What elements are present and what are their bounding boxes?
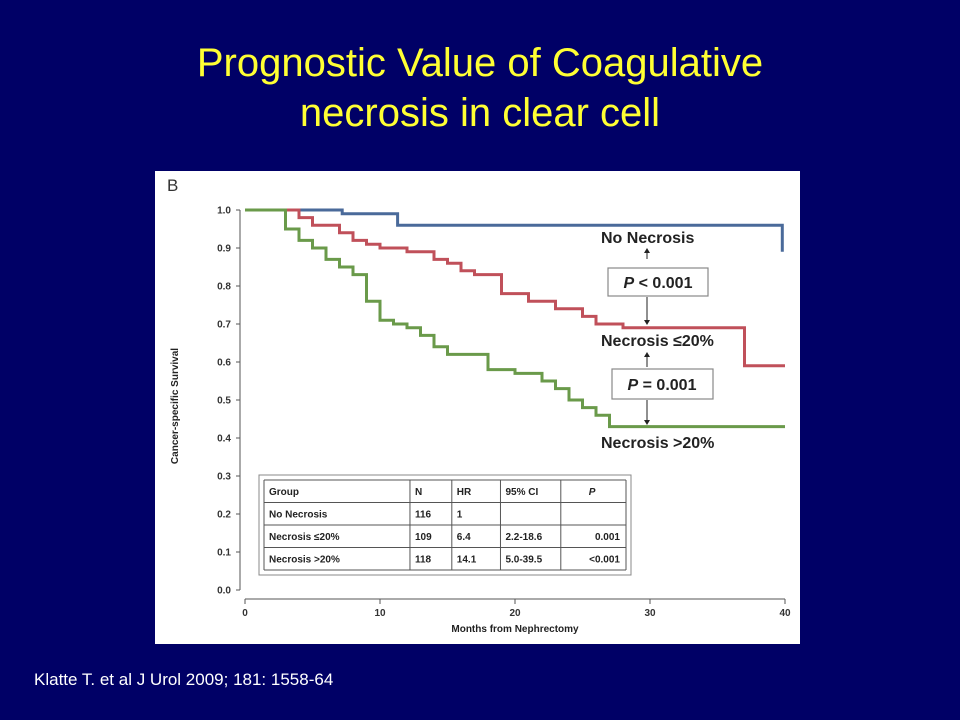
y-tick-label: 0.0 xyxy=(217,586,231,597)
stats-table-cell: 1 xyxy=(457,509,463,520)
stats-table-cell: Necrosis ≤20% xyxy=(269,532,340,543)
p-value-2: P = 0.001 xyxy=(628,377,697,394)
slide-title: Prognostic Value of Coagulative necrosis… xyxy=(0,38,960,138)
y-tick-label: 0.6 xyxy=(217,358,231,369)
citation: Klatte T. et al J Urol 2009; 181: 1558-6… xyxy=(34,670,334,689)
stats-table-cell: 2.2-18.6 xyxy=(505,532,542,543)
stats-table-cell: 116 xyxy=(415,509,432,520)
y-tick-label: 0.9 xyxy=(217,244,231,255)
stats-table-header: HR xyxy=(457,487,472,498)
stats-table-cell: 14.1 xyxy=(457,554,477,565)
y-tick-label: 0.4 xyxy=(217,434,231,445)
y-tick-label: 1.0 xyxy=(217,206,231,217)
stats-table-cell: 118 xyxy=(415,554,432,565)
p-box-1 xyxy=(607,267,709,297)
x-tick-label: 40 xyxy=(779,608,791,619)
p-box-2 xyxy=(611,368,714,400)
arrow-head-down-1 xyxy=(644,320,650,325)
x-tick-label: 20 xyxy=(509,608,521,619)
survival-curve-necrosis-20 xyxy=(245,208,785,429)
y-tick-label: 0.8 xyxy=(217,282,231,293)
x-tick-label: 0 xyxy=(242,608,248,619)
stats-table: Group N HR 95% CI P No Necrosis 116 1 Necrosis ≤… xyxy=(258,474,632,576)
survival-curve-necrosis-20 xyxy=(245,208,785,368)
stats-table-cell: <0.001 xyxy=(589,554,620,565)
y-tick-label: 0.1 xyxy=(217,548,231,559)
label-necrosis-le20: Necrosis ≤20% xyxy=(601,333,714,350)
survival-curve-no-necrosis xyxy=(245,208,784,252)
slide-title-line2: necrosis in clear cell xyxy=(299,91,661,135)
y-axis-label: Cancer-specific Survival xyxy=(170,348,181,464)
arrow-head-up-1 xyxy=(644,248,650,253)
y-tick-label: 0.3 xyxy=(217,472,231,483)
stats-table-header: N xyxy=(415,487,422,498)
survival-figure: B Cancer-specific Survival Months from N… xyxy=(155,171,800,644)
stats-table-cell: 109 xyxy=(415,532,432,543)
x-axis-label: Months from Nephrectomy xyxy=(451,624,579,635)
stats-table-cell: 0.001 xyxy=(595,532,620,543)
arrow-head-up-2 xyxy=(644,352,650,357)
x-tick-label: 30 xyxy=(644,608,656,619)
label-necrosis-gt20: Necrosis >20% xyxy=(601,435,714,452)
stats-table-cell: Necrosis >20% xyxy=(269,554,340,565)
panel-label: B xyxy=(167,176,178,195)
stats-table-header: Group xyxy=(269,487,299,498)
stats-table-cell: 5.0-39.5 xyxy=(505,554,542,565)
y-tick-label: 0.5 xyxy=(217,396,231,407)
label-no-necrosis: No Necrosis xyxy=(601,230,694,247)
stats-table-header: 95% CI xyxy=(505,487,538,498)
x-tick-label: 10 xyxy=(374,608,386,619)
stats-table-cell: 6.4 xyxy=(457,532,471,543)
stats-table-cell: No Necrosis xyxy=(269,509,328,520)
survival-chart: B Cancer-specific Survival Months from N… xyxy=(167,176,791,635)
arrow-head-down-2 xyxy=(644,420,650,425)
p-value-1: P < 0.001 xyxy=(624,275,693,292)
y-tick-label: 0.2 xyxy=(217,510,231,521)
slide-title-line1: Prognostic Value of Coagulative xyxy=(196,41,764,85)
y-tick-label: 0.7 xyxy=(217,320,231,331)
stats-table-header: P xyxy=(589,487,596,498)
